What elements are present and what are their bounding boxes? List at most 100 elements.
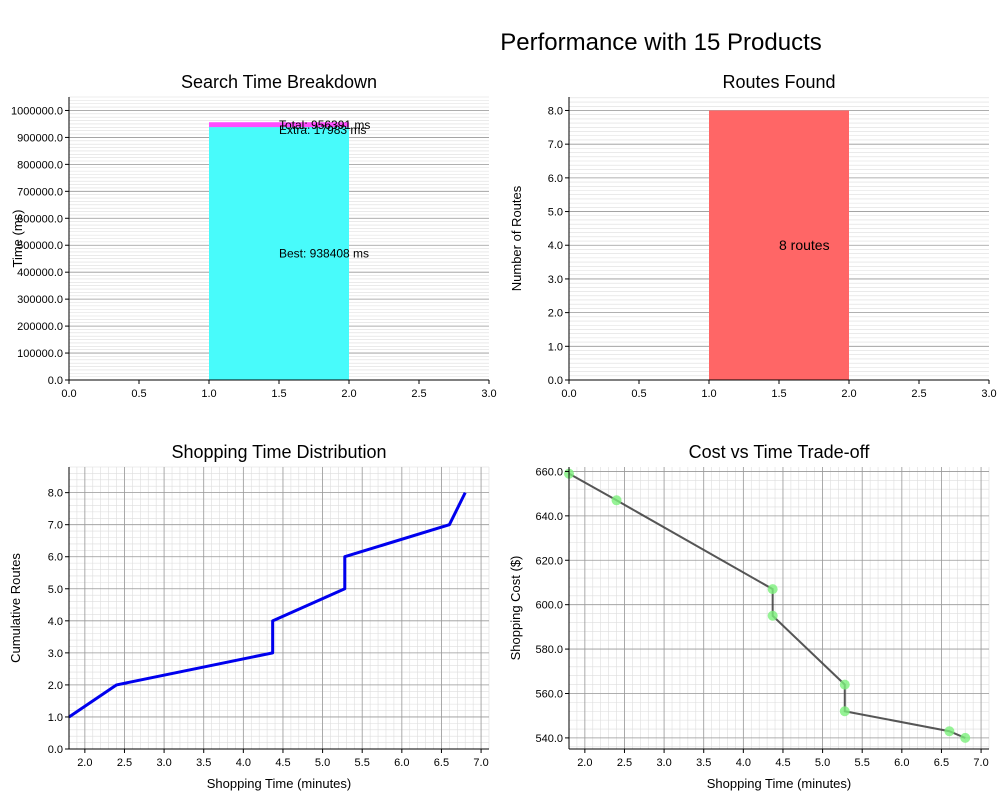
x-tick-label: 0.5: [631, 388, 646, 400]
y-tick-label: 200000.0: [17, 321, 63, 333]
grid: [68, 466, 490, 750]
data-point: [944, 726, 955, 737]
data-point: [611, 495, 622, 506]
y-tick-label: 5.0: [48, 584, 63, 596]
bar-routes: [709, 110, 849, 380]
y-tick-label: 640.0: [535, 511, 563, 523]
x-tick-label: 3.5: [196, 757, 211, 769]
y-tick-label: 0.0: [48, 744, 63, 756]
y-axis-label: Number of Routes: [509, 185, 524, 291]
y-tick-label: 1.0: [548, 341, 563, 353]
bar-best: [209, 127, 349, 381]
x-tick-label: 3.0: [156, 757, 171, 769]
x-tick-label: 1.0: [201, 388, 216, 400]
y-tick-label: 400000.0: [17, 267, 63, 279]
y-tick-label: 600.0: [535, 600, 563, 612]
x-tick-label: 2.5: [911, 388, 926, 400]
x-tick-label: 2.5: [617, 757, 632, 769]
y-tick-label: 800000.0: [17, 159, 63, 171]
x-tick-label: 6.0: [394, 757, 409, 769]
x-tick-label: 0.0: [61, 388, 76, 400]
x-tick-label: 6.0: [894, 757, 909, 769]
y-tick-label: 6.0: [48, 552, 63, 564]
x-tick-label: 2.5: [117, 757, 132, 769]
x-tick-label: 1.5: [271, 388, 286, 400]
data-point: [767, 610, 778, 621]
x-tick-label: 3.5: [696, 757, 711, 769]
x-tick-label: 2.0: [841, 388, 856, 400]
x-tick-label: 0.5: [131, 388, 146, 400]
x-tick-label: 3.0: [481, 388, 496, 400]
x-tick-label: 4.5: [275, 757, 290, 769]
x-tick-label: 1.0: [701, 388, 716, 400]
bar-extra: [209, 122, 349, 128]
y-tick-label: 1000000.0: [11, 105, 63, 117]
data-point: [960, 732, 971, 743]
subplot-title: Shopping Time Distribution: [171, 442, 386, 462]
data-point: [839, 706, 850, 717]
x-tick-label: 3.0: [981, 388, 996, 400]
y-tick-label: 700000.0: [17, 186, 63, 198]
y-tick-label: 0.0: [48, 375, 63, 387]
x-tick-label: 4.5: [775, 757, 790, 769]
y-tick-label: 5.0: [548, 207, 563, 219]
y-tick-label: 8.0: [548, 105, 563, 117]
y-tick-label: 580.0: [535, 644, 563, 656]
annotation-best: Best: 938408 ms: [279, 247, 369, 261]
subplot-title: Cost vs Time Trade-off: [689, 442, 871, 462]
x-tick-label: 4.0: [236, 757, 251, 769]
y-tick-label: 6.0: [548, 173, 563, 185]
subplot-2: 8 routes 0.0 0.5 1.0 1.5 2.0 2.5 3.0 0.0 1.0 2.0 3.…: [509, 72, 997, 400]
y-tick-label: 500000.0: [17, 240, 63, 252]
y-tick-label: 0.0: [548, 375, 563, 387]
y-tick-label: 2.0: [48, 680, 63, 692]
x-tick-label: 5.0: [315, 757, 330, 769]
subplot-4: 2.0 2.5 3.0 3.5 4.0 4.5 5.0 5.5 6.0 6.5 7.0 540.0 56…: [508, 442, 990, 791]
trade-off-line: [568, 472, 966, 739]
y-tick-label: 660.0: [535, 466, 563, 478]
subplot-3: 2.0 2.5 3.0 3.5 4.0 4.5 5.0 5.5 6.0 6.5 7.0 0.0 1.0 2…: [8, 442, 490, 791]
y-tick-label: 300000.0: [17, 294, 63, 306]
y-axis-label: Time (ms): [10, 209, 25, 267]
y-axis-label: Cumulative Routes: [8, 553, 23, 663]
figure-suptitle: Performance with 15 Products: [500, 29, 821, 56]
y-tick-label: 2.0: [548, 308, 563, 320]
subplot-title: Search Time Breakdown: [181, 72, 377, 92]
x-tick-label: 2.0: [577, 757, 592, 769]
subplot-title: Routes Found: [722, 72, 835, 92]
y-tick-label: 560.0: [535, 688, 563, 700]
x-tick-label: 5.5: [355, 757, 370, 769]
data-point: [839, 679, 850, 690]
y-tick-label: 600000.0: [17, 213, 63, 225]
grid: [568, 467, 990, 749]
x-tick-label: 7.0: [473, 757, 488, 769]
y-tick-label: 4.0: [548, 240, 563, 252]
y-tick-label: 7.0: [48, 520, 63, 532]
y-tick-label: 8.0: [48, 488, 63, 500]
x-tick-label: 7.0: [973, 757, 988, 769]
x-tick-label: 2.5: [411, 388, 426, 400]
series-line: [68, 491, 467, 719]
y-tick-label: 100000.0: [17, 348, 63, 360]
data-point: [767, 584, 778, 595]
y-tick-label: 3.0: [48, 648, 63, 660]
annotation-extra: Extra: 17983 ms: [279, 123, 366, 137]
y-tick-label: 3.0: [548, 274, 563, 286]
x-axis-label: Shopping Time (minutes): [207, 776, 352, 791]
y-tick-label: 900000.0: [17, 132, 63, 144]
x-tick-label: 1.5: [771, 388, 786, 400]
x-tick-label: 3.0: [656, 757, 671, 769]
x-tick-label: 6.5: [934, 757, 949, 769]
x-tick-label: 5.0: [815, 757, 830, 769]
x-axis-label: Shopping Time (minutes): [707, 776, 852, 791]
annotation-routes: 8 routes: [779, 237, 830, 253]
y-axis-label: Shopping Cost ($): [508, 556, 523, 661]
x-tick-label: 0.0: [561, 388, 576, 400]
y-tick-label: 4.0: [48, 616, 63, 628]
x-tick-label: 2.0: [341, 388, 356, 400]
x-tick-label: 5.5: [855, 757, 870, 769]
x-tick-label: 2.0: [77, 757, 92, 769]
